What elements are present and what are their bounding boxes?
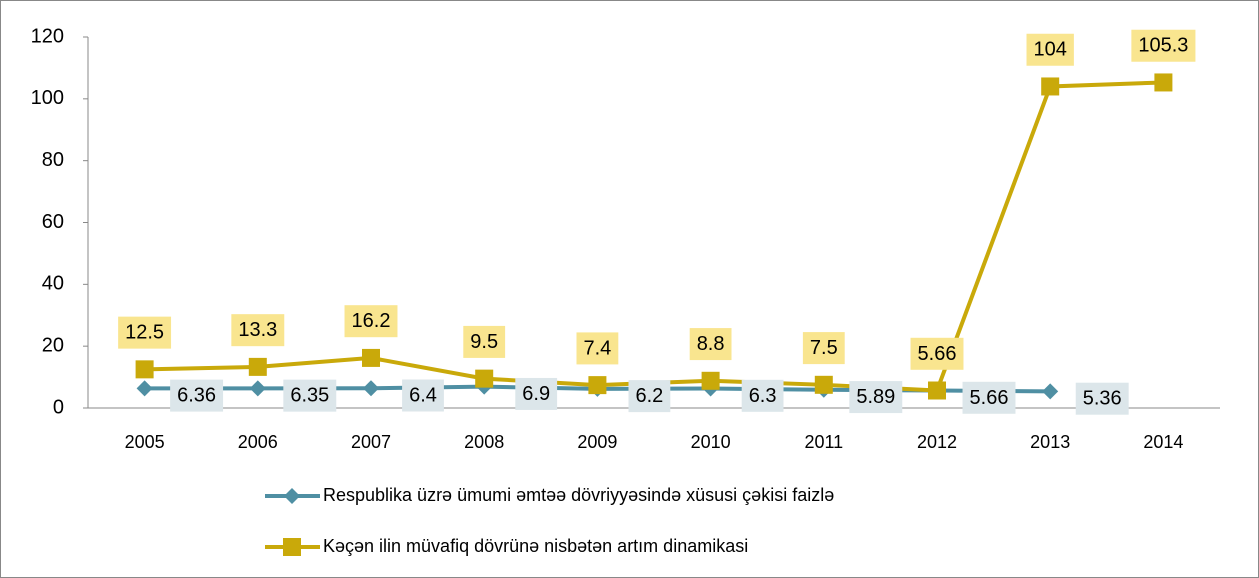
data-label: 6.4 bbox=[409, 384, 437, 406]
data-point bbox=[928, 381, 946, 400]
data-label-box bbox=[576, 332, 619, 365]
x-tick-label: 2005 bbox=[125, 432, 165, 452]
data-label-box bbox=[463, 325, 506, 358]
x-tick-label: 2014 bbox=[1143, 432, 1183, 452]
y-tick-label: 100 bbox=[31, 87, 64, 109]
data-label-box bbox=[118, 316, 172, 349]
data-point bbox=[701, 371, 720, 390]
y-tick-label: 20 bbox=[42, 334, 64, 356]
data-label-box bbox=[402, 379, 444, 412]
data-point bbox=[1154, 73, 1173, 92]
data-label: 16.2 bbox=[352, 310, 391, 332]
data-label: 12.5 bbox=[125, 322, 164, 344]
data-point bbox=[363, 380, 379, 397]
data-label: 6.36 bbox=[177, 385, 216, 407]
legend-marker bbox=[284, 488, 300, 504]
y-tick-label: 0 bbox=[53, 396, 64, 418]
data-label: 104 bbox=[1034, 39, 1067, 61]
data-label-box bbox=[689, 328, 732, 361]
y-tick-label: 40 bbox=[42, 273, 64, 295]
data-point bbox=[249, 380, 266, 397]
x-tick-label: 2009 bbox=[577, 432, 617, 452]
legend-label: Respublika üzrə ümumi əmtəə dövriyyəsind… bbox=[323, 485, 834, 505]
data-point bbox=[588, 376, 607, 395]
data-label-box bbox=[962, 381, 1016, 414]
data-label-box bbox=[628, 380, 671, 413]
data-label: 5.66 bbox=[918, 343, 957, 365]
data-point bbox=[475, 369, 494, 388]
data-point bbox=[1041, 77, 1060, 96]
data-label-box bbox=[802, 332, 845, 365]
legend-marker bbox=[283, 538, 301, 556]
x-tick-label: 2011 bbox=[804, 432, 843, 452]
data-label-box bbox=[231, 314, 285, 347]
data-label: 5.89 bbox=[856, 386, 895, 408]
data-label: 7.4 bbox=[583, 337, 611, 359]
data-label: 6.3 bbox=[749, 385, 777, 407]
data-label-box bbox=[1131, 29, 1196, 62]
data-label: 13.3 bbox=[238, 319, 277, 341]
y-tick-label: 60 bbox=[42, 211, 64, 233]
data-label-box bbox=[170, 379, 224, 412]
data-label-box bbox=[344, 305, 398, 338]
data-point bbox=[362, 348, 380, 367]
data-label-box bbox=[515, 377, 558, 410]
x-tick-label: 2012 bbox=[917, 432, 957, 452]
x-tick-label: 2010 bbox=[691, 432, 731, 452]
x-tick-label: 2006 bbox=[238, 432, 278, 452]
data-point bbox=[136, 380, 153, 397]
data-label-box bbox=[910, 337, 964, 370]
x-tick-label: 2008 bbox=[464, 432, 504, 452]
data-label: 7.5 bbox=[810, 337, 838, 359]
data-label: 8.8 bbox=[697, 333, 725, 355]
y-tick-label: 120 bbox=[31, 25, 64, 47]
data-label: 6.2 bbox=[635, 385, 663, 407]
data-label: 9.5 bbox=[470, 331, 498, 353]
data-label-box bbox=[1026, 33, 1074, 66]
data-label: 5.36 bbox=[1083, 388, 1122, 410]
data-label: 105.3 bbox=[1138, 35, 1188, 57]
data-point bbox=[1042, 383, 1059, 400]
data-label: 5.66 bbox=[970, 387, 1009, 409]
data-label-box bbox=[283, 379, 337, 412]
data-label: 6.9 bbox=[522, 383, 550, 405]
y-tick-label: 80 bbox=[42, 149, 64, 171]
data-point bbox=[248, 357, 267, 376]
data-label-box bbox=[849, 381, 903, 414]
data-label-box bbox=[1075, 382, 1129, 415]
data-point bbox=[814, 375, 833, 394]
data-point bbox=[135, 360, 154, 379]
x-tick-label: 2007 bbox=[351, 432, 391, 452]
data-label-box bbox=[741, 379, 784, 412]
data-label: 6.35 bbox=[290, 385, 329, 407]
x-tick-label: 2013 bbox=[1030, 432, 1070, 452]
legend-label: Kəçən ilin müvafiq dövrünə nisbətən artı… bbox=[323, 536, 748, 556]
